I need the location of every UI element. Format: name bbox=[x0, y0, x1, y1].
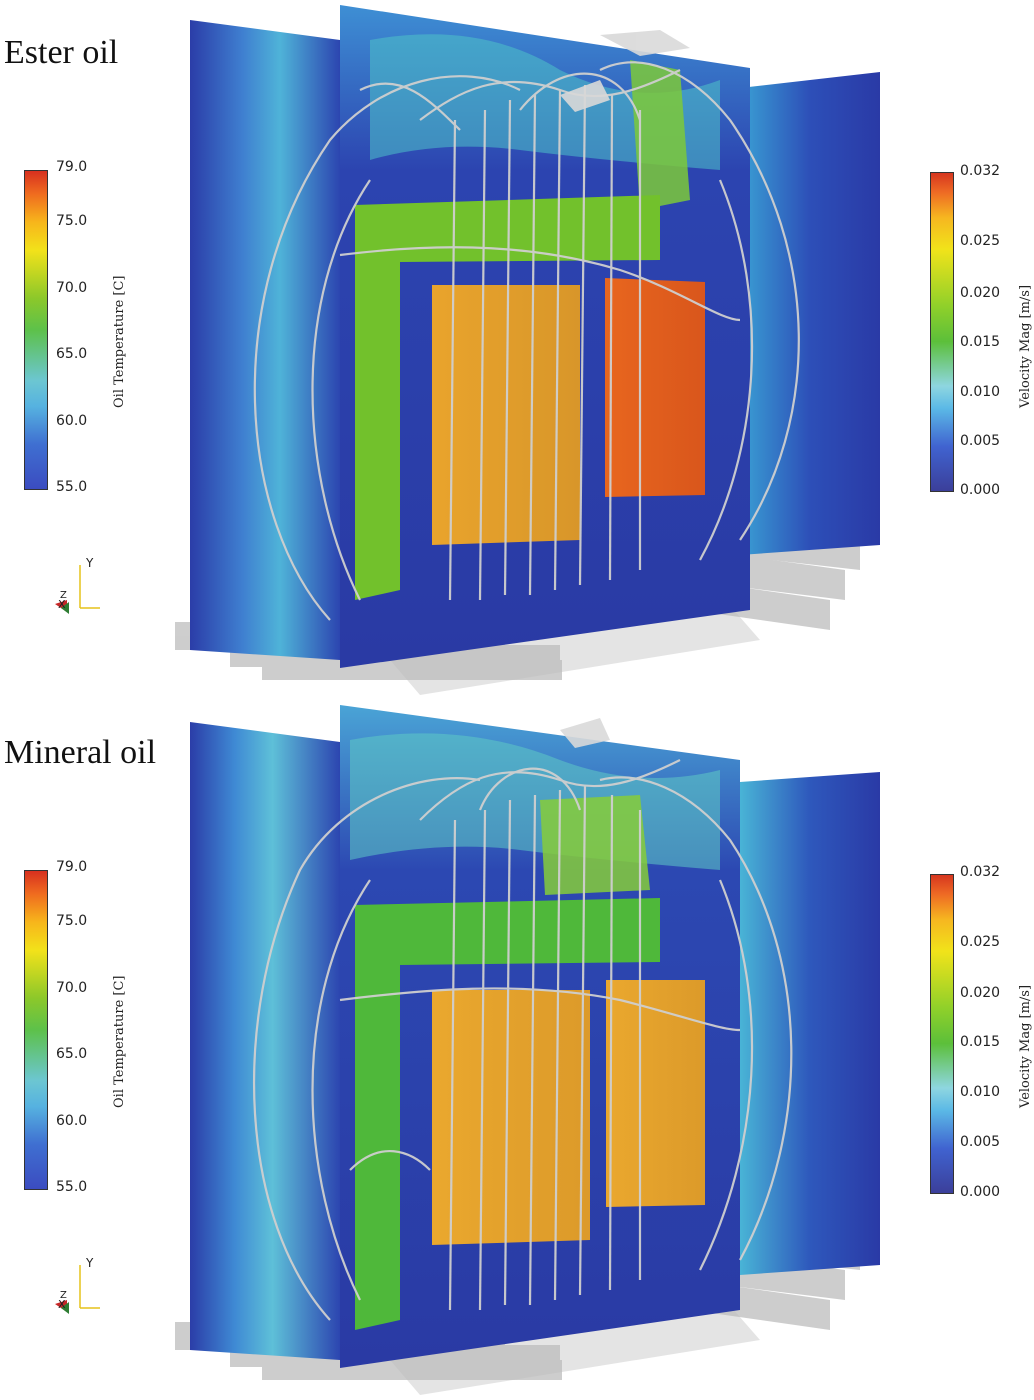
panel-ester-oil: Ester oil bbox=[4, 5, 1033, 695]
vel-tick: 0.025 bbox=[960, 233, 1001, 249]
axes-triad bbox=[55, 1265, 100, 1314]
axis-label-z: Z bbox=[60, 590, 67, 601]
axis-label-z: Z bbox=[60, 1290, 67, 1301]
cfd-scene-mineral bbox=[55, 705, 880, 1395]
vel-tick: 0.010 bbox=[960, 384, 1001, 400]
panel-title: Mineral oil bbox=[4, 734, 157, 771]
velocity-colorbar-label: Velocity Mag [m/s] bbox=[1018, 984, 1033, 1108]
panel-title: Ester oil bbox=[4, 34, 119, 71]
temp-tick: 55.0 bbox=[56, 1179, 88, 1195]
vel-tick: 0.005 bbox=[960, 1134, 1001, 1150]
velocity-colorbar bbox=[930, 172, 954, 492]
temp-tick: 75.0 bbox=[56, 913, 88, 929]
temperature-colorbar-label: Oil Temperature [C] bbox=[112, 975, 127, 1109]
axis-label-x: X bbox=[58, 1298, 66, 1311]
temp-tick: 79.0 bbox=[56, 159, 88, 175]
panel-mineral-oil: Mineral oil bbox=[0, 700, 1034, 1400]
velocity-colorbar bbox=[930, 874, 954, 1194]
temp-tick: 75.0 bbox=[56, 213, 88, 229]
axis-label-x: X bbox=[58, 598, 66, 611]
vel-tick: 0.032 bbox=[960, 864, 1001, 880]
vel-tick: 0.032 bbox=[960, 163, 1001, 179]
vel-tick: 0.015 bbox=[960, 334, 1001, 350]
vel-tick: 0.025 bbox=[960, 934, 1001, 950]
temperature-colorbar-label: Oil Temperature [C] bbox=[112, 275, 127, 409]
velocity-colorbar-label: Velocity Mag [m/s] bbox=[1018, 284, 1033, 408]
vel-tick: 0.005 bbox=[960, 433, 1001, 449]
temp-tick: 60.0 bbox=[56, 1113, 88, 1129]
temp-tick: 65.0 bbox=[56, 1046, 88, 1062]
temp-tick: 79.0 bbox=[56, 859, 88, 875]
temp-tick: 60.0 bbox=[56, 413, 88, 429]
temp-tick: 70.0 bbox=[56, 280, 88, 296]
vel-tick: 0.020 bbox=[960, 285, 1001, 301]
temp-tick: 70.0 bbox=[56, 980, 88, 996]
axes-triad bbox=[55, 565, 100, 614]
vel-tick: 0.015 bbox=[960, 1034, 1001, 1050]
vel-tick: 0.010 bbox=[960, 1084, 1001, 1100]
temperature-colorbar bbox=[24, 870, 48, 1190]
vel-tick: 0.000 bbox=[960, 482, 1001, 498]
axis-label-y: Y bbox=[86, 556, 94, 570]
axis-label-y: Y bbox=[86, 1256, 94, 1270]
temp-tick: 55.0 bbox=[56, 479, 88, 495]
vel-tick: 0.000 bbox=[960, 1184, 1001, 1200]
temperature-colorbar bbox=[24, 170, 48, 490]
vel-tick: 0.020 bbox=[960, 985, 1001, 1001]
temp-tick: 65.0 bbox=[56, 346, 88, 362]
cfd-scene-ester bbox=[55, 5, 880, 695]
